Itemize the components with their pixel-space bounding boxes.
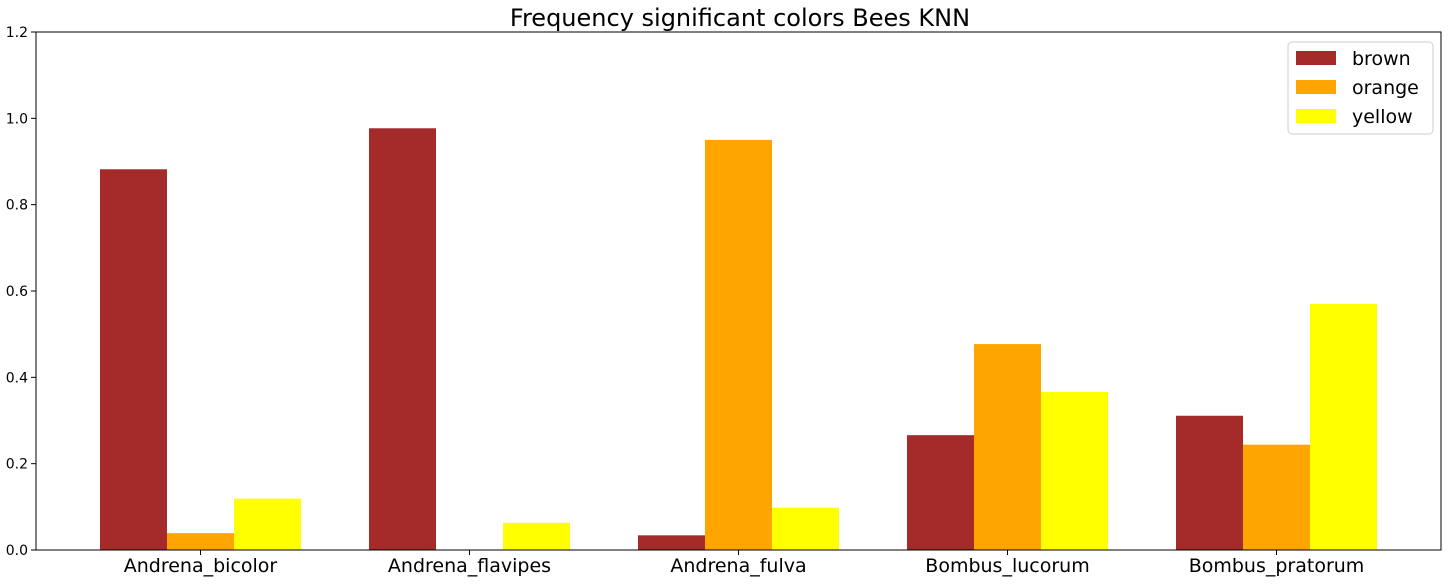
- y-tick-label: 1.2: [6, 25, 28, 41]
- chart-title: Frequency significant colors Bees KNN: [510, 4, 970, 32]
- legend-swatch-yellow: [1296, 109, 1336, 123]
- y-tick-label: 0.2: [6, 457, 28, 473]
- x-tick-label: Andrena_flavipes: [388, 555, 551, 577]
- y-tick-label: 0.4: [6, 370, 28, 386]
- y-tick-label: 0.8: [6, 198, 28, 214]
- y-tick-label: 0.0: [6, 543, 28, 559]
- bar-brown-andrena-flavipes: [369, 128, 436, 551]
- y-tick-label: 0.6: [6, 284, 28, 300]
- legend-swatch-brown: [1296, 51, 1336, 65]
- bar-orange-bombus-lucorum: [974, 344, 1041, 550]
- axes-layer: 0.0 0.2 0.4 0.6 0.8 1.0 1.2 Andrena_bicolor Andr…: [6, 25, 1442, 577]
- legend-swatch-orange: [1296, 80, 1336, 94]
- x-tick-label: Andrena_fulva: [670, 555, 806, 577]
- bar-orange-bombus-pratorum: [1243, 444, 1310, 550]
- bar-orange-andrena-bicolor: [167, 533, 234, 550]
- bar-yellow-andrena-bicolor: [234, 498, 301, 550]
- legend: brown orange yellow: [1287, 41, 1434, 135]
- legend-label-yellow: yellow: [1352, 106, 1413, 128]
- legend-label-orange: orange: [1352, 77, 1419, 99]
- x-tick-label: Andrena_bicolor: [124, 555, 278, 577]
- bar-yellow-andrena-flavipes: [503, 522, 570, 550]
- bar-brown-andrena-fulva: [638, 535, 705, 550]
- y-tick-label: 1.0: [6, 111, 28, 127]
- x-tick-label: Bombus_lucorum: [925, 555, 1089, 577]
- bar-yellow-bombus-lucorum: [1041, 392, 1108, 550]
- bar-yellow-andrena-fulva: [772, 507, 839, 550]
- bar-brown-bombus-pratorum: [1176, 415, 1243, 550]
- bar-brown-andrena-bicolor: [100, 169, 167, 550]
- bars-layer: [100, 128, 1377, 551]
- bar-orange-andrena-fulva: [705, 139, 772, 550]
- x-tick-label: Bombus_pratorum: [1189, 555, 1365, 577]
- legend-label-brown: brown: [1352, 48, 1411, 70]
- bar-brown-bombus-lucorum: [907, 435, 974, 550]
- bar-yellow-bombus-pratorum: [1310, 303, 1377, 550]
